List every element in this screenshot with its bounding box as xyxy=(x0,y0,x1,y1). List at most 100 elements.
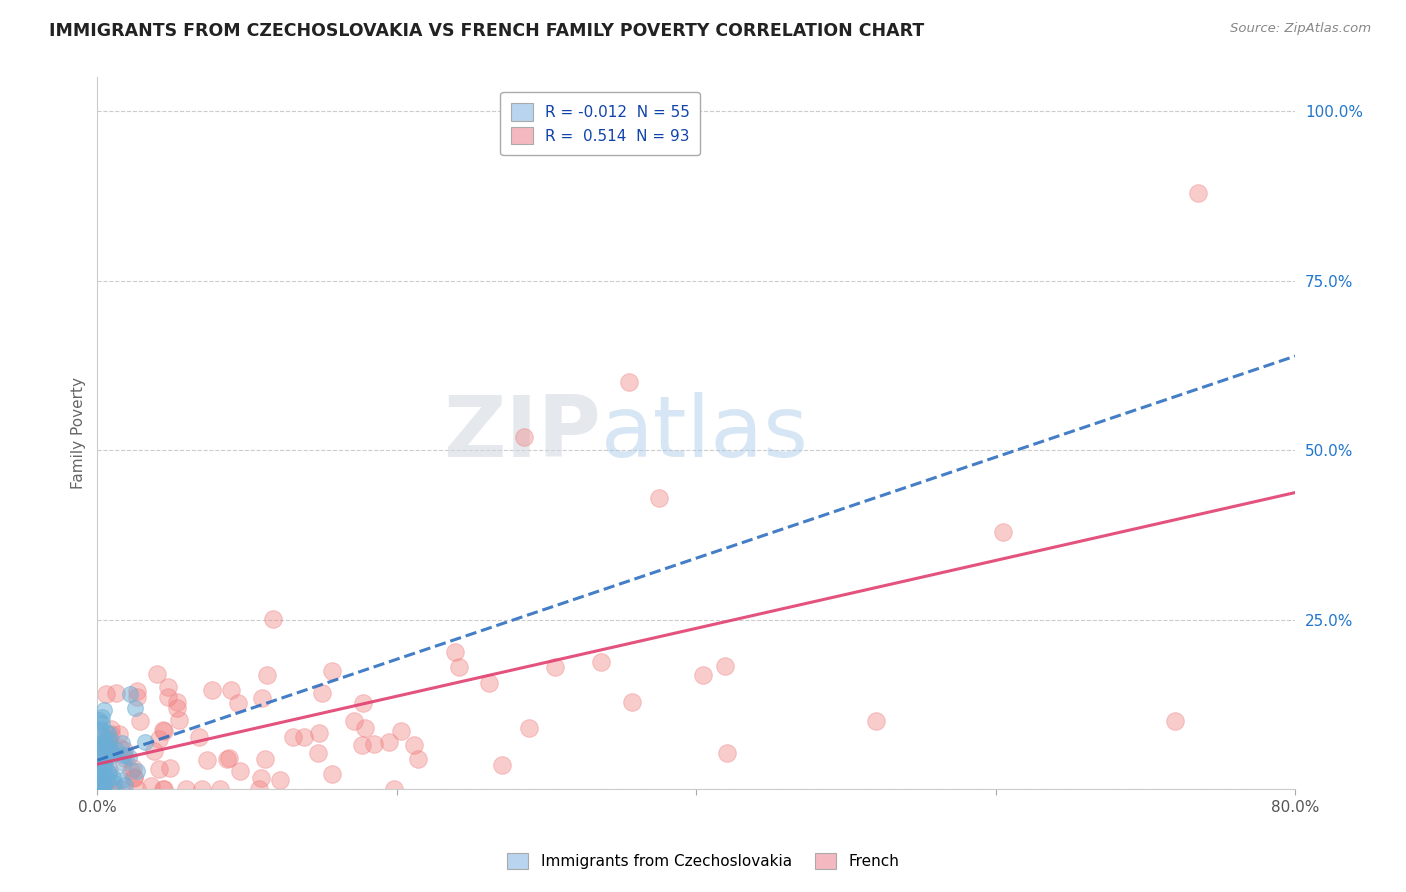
Point xyxy=(145,666,167,681)
Point xyxy=(311,686,333,700)
Point xyxy=(141,780,163,794)
Point xyxy=(100,723,122,737)
Point xyxy=(127,764,149,779)
Point xyxy=(93,757,115,772)
Point xyxy=(169,713,191,727)
Point xyxy=(93,733,115,747)
Point xyxy=(112,743,135,757)
Point xyxy=(90,769,112,783)
Point xyxy=(1164,714,1187,729)
Point xyxy=(620,695,643,709)
Point xyxy=(250,771,273,785)
Point xyxy=(404,738,426,752)
Point xyxy=(591,655,613,669)
Point xyxy=(90,749,112,764)
Point xyxy=(363,738,385,752)
Point xyxy=(308,726,330,740)
Point xyxy=(93,779,115,793)
Point xyxy=(321,767,343,781)
Point xyxy=(89,737,111,751)
Point xyxy=(307,746,329,760)
Point xyxy=(218,750,240,764)
Point xyxy=(89,723,111,738)
Legend: Immigrants from Czechoslovakia, French: Immigrants from Czechoslovakia, French xyxy=(501,847,905,875)
Point xyxy=(157,690,180,704)
Point xyxy=(389,724,412,739)
Point xyxy=(111,736,134,750)
Point xyxy=(544,660,567,674)
Point xyxy=(226,696,249,710)
Text: atlas: atlas xyxy=(600,392,808,475)
Point xyxy=(91,753,114,767)
Point xyxy=(103,776,125,790)
Point xyxy=(517,721,540,735)
Point xyxy=(195,753,218,767)
Point xyxy=(89,765,111,780)
Point xyxy=(90,779,112,793)
Point xyxy=(269,773,291,788)
Point xyxy=(443,645,465,659)
Point xyxy=(90,722,112,736)
Y-axis label: Family Poverty: Family Poverty xyxy=(72,377,86,490)
Point xyxy=(87,714,110,728)
Point xyxy=(148,762,170,776)
Point xyxy=(96,773,118,788)
Point xyxy=(111,756,134,771)
Point xyxy=(1187,186,1209,200)
Point xyxy=(153,723,176,738)
Point xyxy=(122,771,145,785)
Point xyxy=(103,782,125,797)
Text: ZIP: ZIP xyxy=(443,392,600,475)
Point xyxy=(294,730,316,744)
Point xyxy=(90,780,112,794)
Point xyxy=(86,769,108,783)
Point xyxy=(281,730,304,744)
Point xyxy=(382,782,405,797)
Point xyxy=(254,752,277,766)
Point xyxy=(157,680,180,694)
Point xyxy=(716,746,738,760)
Point xyxy=(993,524,1015,539)
Point xyxy=(97,764,120,779)
Point xyxy=(94,738,117,752)
Point xyxy=(188,730,211,744)
Point xyxy=(166,701,188,715)
Point xyxy=(93,738,115,752)
Point xyxy=(100,727,122,741)
Point xyxy=(129,714,152,729)
Point xyxy=(352,696,374,710)
Point xyxy=(114,778,136,792)
Point xyxy=(513,430,536,444)
Point xyxy=(408,752,430,766)
Point xyxy=(93,703,115,717)
Point xyxy=(87,725,110,739)
Point xyxy=(98,764,121,778)
Point xyxy=(159,761,181,775)
Point xyxy=(209,782,232,797)
Point xyxy=(91,709,114,723)
Point xyxy=(91,777,114,791)
Point xyxy=(97,782,120,797)
Point xyxy=(97,727,120,741)
Point xyxy=(94,687,117,701)
Point xyxy=(124,701,146,715)
Point xyxy=(122,760,145,774)
Point xyxy=(91,736,114,750)
Point xyxy=(93,758,115,772)
Point xyxy=(377,735,399,749)
Point xyxy=(94,751,117,765)
Point xyxy=(491,758,513,772)
Point xyxy=(152,723,174,737)
Point xyxy=(93,778,115,792)
Point xyxy=(190,782,212,797)
Point xyxy=(105,742,128,756)
Point xyxy=(152,782,174,797)
Point xyxy=(110,741,132,756)
Point xyxy=(91,776,114,790)
Point xyxy=(217,752,239,766)
Point xyxy=(108,727,131,741)
Point xyxy=(617,376,640,390)
Point xyxy=(89,774,111,789)
Point xyxy=(166,695,188,709)
Point xyxy=(865,714,887,729)
